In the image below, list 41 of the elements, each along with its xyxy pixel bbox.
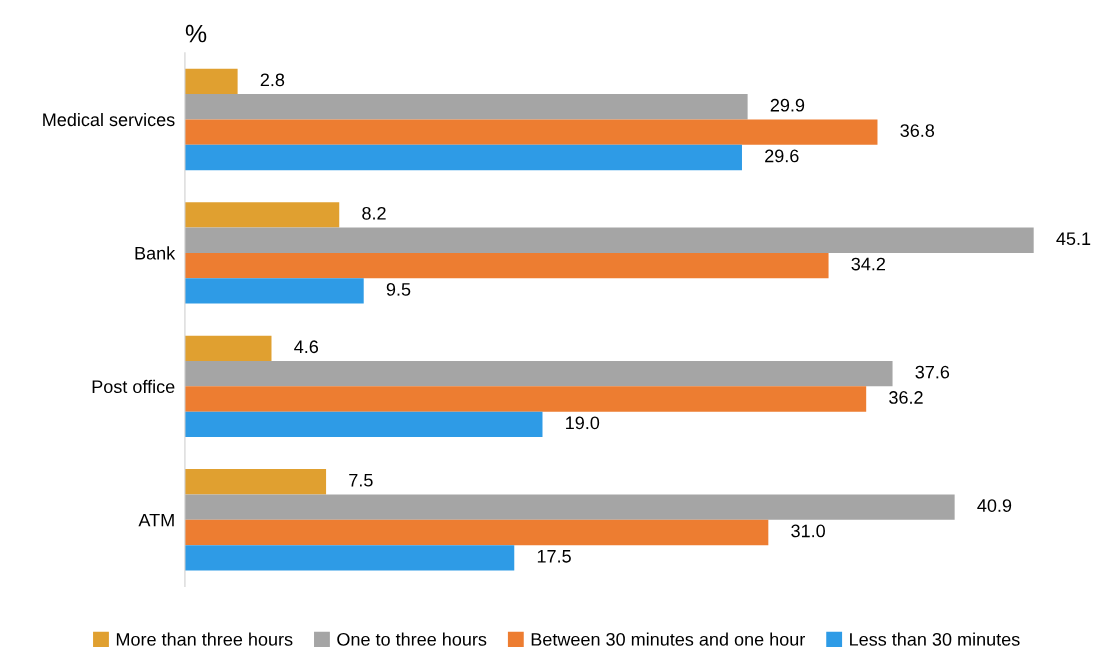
data-label: 36.8 bbox=[900, 124, 935, 137]
data-label: 7.5 bbox=[349, 474, 373, 487]
data-label: 37.6 bbox=[915, 365, 950, 379]
y-axis-title: % bbox=[185, 24, 207, 43]
data-label: 9.5 bbox=[386, 282, 411, 296]
y-tick-label: Post office bbox=[92, 379, 175, 394]
bar bbox=[184, 494, 955, 520]
legend-label: More than three hours bbox=[116, 632, 293, 646]
data-label: 36.2 bbox=[889, 391, 923, 404]
legend-label: Less than 30 minutes bbox=[850, 632, 1020, 646]
bar bbox=[184, 469, 327, 495]
bar bbox=[184, 545, 515, 571]
data-label: 29.9 bbox=[770, 98, 805, 112]
data-label: 17.5 bbox=[537, 550, 571, 563]
bar bbox=[184, 278, 364, 304]
bar bbox=[184, 335, 272, 361]
y-tick-label: Bank bbox=[135, 246, 176, 260]
data-label: 2.8 bbox=[260, 73, 285, 87]
data-label: 19.0 bbox=[566, 416, 600, 430]
bar bbox=[184, 252, 829, 279]
bar bbox=[184, 360, 893, 387]
data-label: 31.0 bbox=[791, 524, 825, 538]
bar bbox=[184, 144, 742, 171]
legend-label: One to three hours bbox=[337, 632, 487, 646]
data-label: 34.2 bbox=[851, 257, 886, 271]
data-label: 4.6 bbox=[294, 340, 319, 354]
bar bbox=[184, 386, 867, 412]
data-label: 40.9 bbox=[977, 499, 1012, 512]
bar bbox=[184, 519, 769, 546]
bar bbox=[184, 411, 543, 438]
data-label: 29.6 bbox=[765, 149, 799, 163]
y-tick-label: Medical services bbox=[43, 112, 175, 127]
bar bbox=[184, 68, 238, 95]
data-label: 45.1 bbox=[1056, 232, 1091, 246]
bar bbox=[184, 227, 1034, 253]
bar bbox=[184, 202, 340, 228]
data-label: 8.2 bbox=[362, 206, 386, 220]
bar bbox=[184, 119, 878, 145]
bar bbox=[184, 94, 748, 120]
legend-label: Between 30 minutes and one hour bbox=[531, 632, 806, 646]
y-tick-label: ATM bbox=[138, 513, 174, 527]
